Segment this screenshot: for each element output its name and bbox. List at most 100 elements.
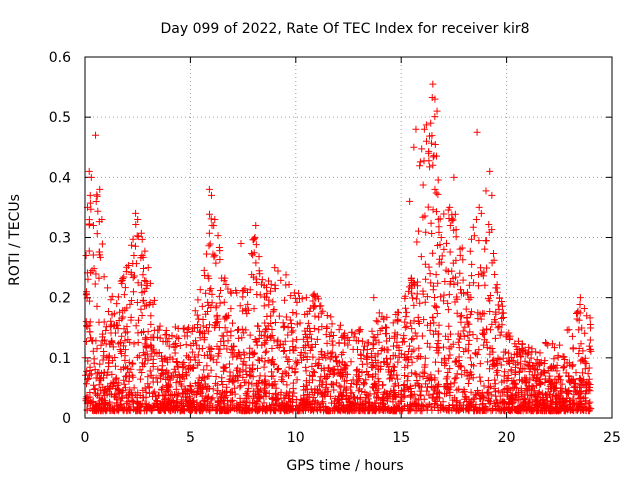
data-point: [293, 298, 301, 306]
data-point: [176, 342, 184, 350]
data-point: [199, 315, 207, 323]
data-point: [213, 381, 221, 389]
data-point: [207, 285, 215, 293]
data-point: [407, 353, 415, 361]
data-point: [429, 314, 437, 322]
data-point: [419, 368, 427, 376]
data-point: [426, 343, 434, 351]
data-point: [237, 382, 245, 390]
data-point: [161, 355, 169, 363]
data-point: [131, 242, 139, 250]
data-point: [90, 404, 98, 412]
data-point: [202, 289, 210, 297]
data-point: [292, 310, 300, 318]
data-point: [500, 404, 508, 412]
data-point: [255, 387, 263, 395]
data-point: [125, 377, 133, 385]
data-point: [444, 385, 452, 393]
data-point: [166, 405, 174, 413]
data-point: [241, 397, 249, 405]
data-point: [344, 341, 352, 349]
data-point: [519, 403, 527, 411]
data-point: [289, 407, 297, 415]
data-point: [155, 326, 163, 334]
data-point: [252, 221, 260, 229]
data-point: [147, 342, 155, 350]
data-point: [537, 380, 545, 388]
data-point: [158, 370, 166, 378]
data-point: [141, 384, 149, 392]
data-point: [558, 395, 566, 403]
data-point: [220, 298, 228, 306]
data-point: [378, 325, 386, 333]
data-point: [394, 375, 402, 383]
data-point: [150, 388, 158, 396]
data-point: [504, 374, 512, 382]
data-point: [233, 372, 241, 380]
data-point: [196, 327, 204, 335]
data-point: [511, 340, 519, 348]
data-point: [313, 385, 321, 393]
data-point: [548, 398, 556, 406]
data-point: [311, 369, 319, 377]
data-point: [455, 407, 463, 415]
data-point: [152, 374, 160, 382]
data-point: [403, 384, 411, 392]
data-point: [380, 358, 388, 366]
data-point: [475, 203, 483, 211]
data-point: [449, 216, 457, 224]
data-point: [287, 292, 295, 300]
data-point: [324, 373, 332, 381]
data-point: [468, 260, 476, 268]
data-point: [360, 381, 368, 389]
data-point: [338, 406, 346, 414]
data-point: [429, 206, 437, 214]
data-point: [95, 274, 103, 282]
data-point: [583, 312, 591, 320]
data-point: [455, 344, 463, 352]
data-point: [170, 399, 178, 407]
data-point: [468, 272, 476, 280]
data-point: [391, 405, 399, 413]
data-point: [236, 398, 244, 406]
data-point: [469, 223, 477, 231]
data-point: [383, 393, 391, 401]
data-point: [165, 396, 173, 404]
data-point: [468, 308, 476, 316]
data-point: [374, 385, 382, 393]
data-point: [410, 143, 418, 151]
data-point: [188, 407, 196, 415]
data-point: [213, 319, 221, 327]
data-point: [410, 346, 418, 354]
data-point: [129, 360, 137, 368]
data-point: [119, 313, 127, 321]
data-point: [128, 296, 136, 304]
data-point: [253, 337, 261, 345]
data-point: [579, 369, 587, 377]
data-point: [206, 210, 214, 218]
data-point: [100, 336, 108, 344]
data-point: [448, 267, 456, 275]
data-point: [335, 397, 343, 405]
data-point: [126, 407, 134, 415]
data-point: [488, 320, 496, 328]
data-point: [261, 340, 269, 348]
data-point: [214, 387, 222, 395]
data-point: [328, 381, 336, 389]
data-point: [133, 353, 141, 361]
data-point: [436, 241, 444, 249]
data-point: [419, 290, 427, 298]
data-point: [252, 400, 260, 408]
data-point: [498, 321, 506, 329]
data-point: [212, 406, 220, 414]
data-point: [258, 354, 266, 362]
data-point: [204, 372, 212, 380]
data-point: [370, 294, 378, 302]
data-point: [528, 371, 536, 379]
data-point: [408, 325, 416, 333]
data-point: [418, 407, 426, 415]
data-point: [91, 401, 99, 409]
data-point: [368, 353, 376, 361]
data-point: [354, 407, 362, 415]
data-point: [325, 406, 333, 414]
